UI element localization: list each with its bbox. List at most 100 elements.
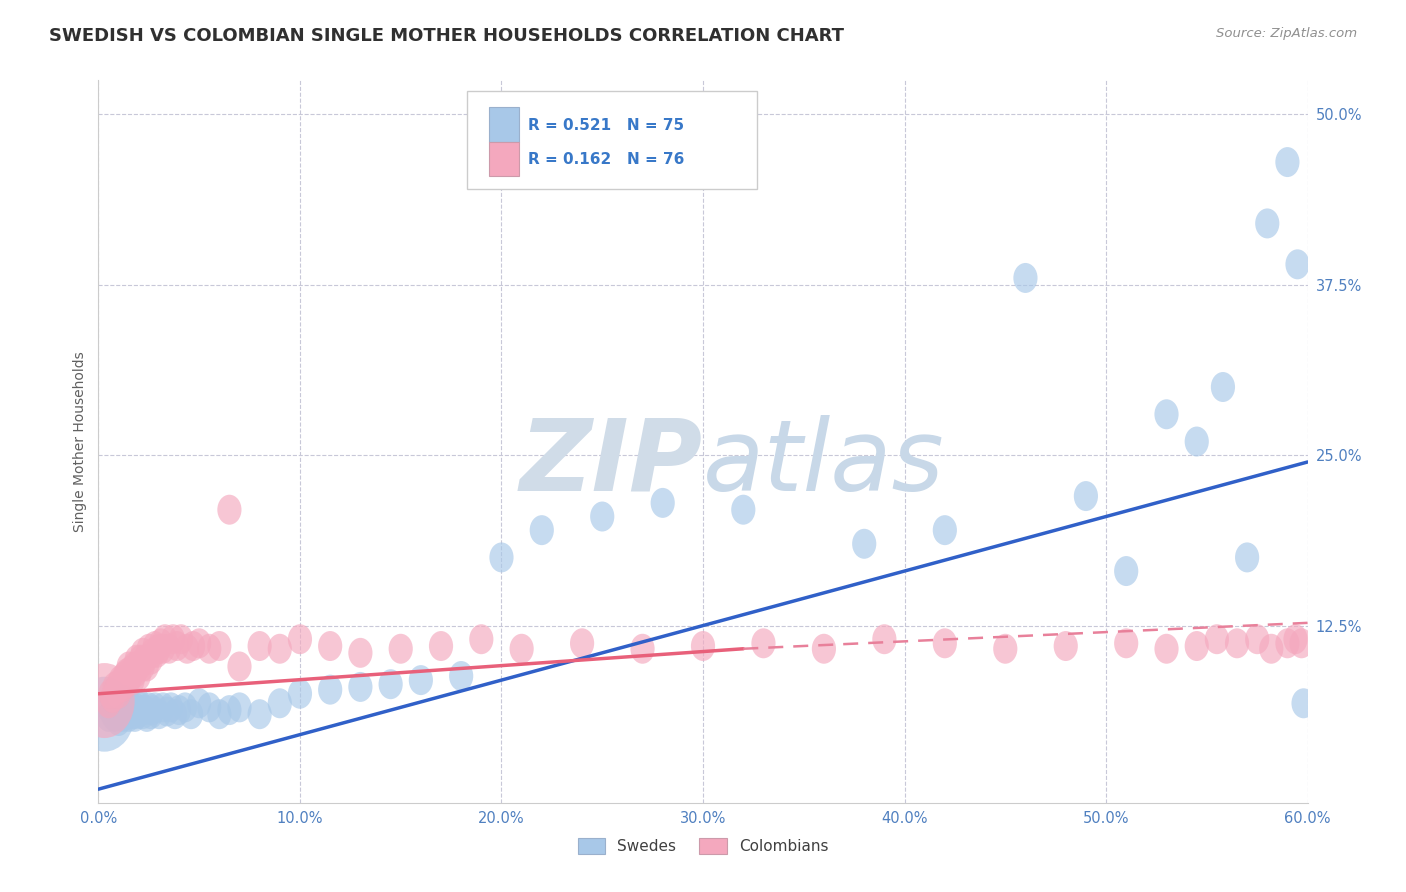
Ellipse shape — [97, 702, 121, 732]
Ellipse shape — [165, 631, 190, 661]
Ellipse shape — [132, 645, 157, 674]
Ellipse shape — [98, 679, 122, 709]
Ellipse shape — [122, 702, 146, 732]
Ellipse shape — [103, 672, 127, 702]
Ellipse shape — [159, 692, 183, 723]
Ellipse shape — [111, 699, 135, 729]
Ellipse shape — [1014, 263, 1038, 293]
Ellipse shape — [187, 628, 211, 658]
Ellipse shape — [146, 633, 172, 664]
Ellipse shape — [75, 663, 135, 738]
Ellipse shape — [125, 645, 149, 674]
Ellipse shape — [530, 516, 554, 545]
Ellipse shape — [1275, 628, 1299, 658]
Ellipse shape — [197, 633, 221, 664]
Ellipse shape — [1211, 372, 1234, 402]
Ellipse shape — [121, 699, 145, 729]
Ellipse shape — [131, 651, 155, 681]
Ellipse shape — [141, 695, 165, 725]
Ellipse shape — [228, 651, 252, 681]
Ellipse shape — [143, 692, 167, 723]
Ellipse shape — [127, 661, 150, 691]
Ellipse shape — [218, 695, 242, 725]
Ellipse shape — [107, 706, 131, 736]
Ellipse shape — [690, 631, 716, 661]
Ellipse shape — [1256, 209, 1279, 238]
Ellipse shape — [141, 638, 165, 668]
Ellipse shape — [112, 695, 136, 725]
Ellipse shape — [811, 633, 837, 664]
Ellipse shape — [114, 658, 139, 689]
Ellipse shape — [932, 628, 957, 658]
Ellipse shape — [207, 699, 232, 729]
Ellipse shape — [1114, 556, 1139, 586]
Ellipse shape — [1185, 426, 1209, 457]
Ellipse shape — [349, 672, 373, 702]
Ellipse shape — [1074, 481, 1098, 511]
Ellipse shape — [118, 661, 143, 691]
Ellipse shape — [112, 686, 136, 715]
Ellipse shape — [100, 683, 125, 713]
Ellipse shape — [1154, 633, 1178, 664]
Ellipse shape — [127, 697, 150, 726]
Ellipse shape — [1205, 624, 1229, 654]
Text: R = 0.521   N = 75: R = 0.521 N = 75 — [527, 118, 683, 133]
Ellipse shape — [114, 699, 139, 729]
Ellipse shape — [112, 661, 136, 691]
Ellipse shape — [97, 692, 121, 723]
Ellipse shape — [1154, 400, 1178, 429]
Ellipse shape — [179, 699, 204, 729]
Ellipse shape — [108, 692, 132, 723]
Ellipse shape — [100, 699, 125, 729]
Ellipse shape — [117, 651, 141, 681]
Ellipse shape — [318, 674, 342, 705]
Ellipse shape — [112, 669, 136, 699]
Ellipse shape — [1225, 628, 1249, 658]
Ellipse shape — [651, 488, 675, 518]
Ellipse shape — [288, 624, 312, 654]
Y-axis label: Single Mother Households: Single Mother Households — [73, 351, 87, 532]
Ellipse shape — [173, 692, 197, 723]
Ellipse shape — [731, 495, 755, 524]
Ellipse shape — [145, 638, 169, 668]
Ellipse shape — [139, 645, 163, 674]
FancyBboxPatch shape — [489, 142, 519, 177]
Ellipse shape — [1185, 631, 1209, 661]
Ellipse shape — [169, 624, 193, 654]
Ellipse shape — [107, 689, 131, 718]
Ellipse shape — [117, 702, 141, 732]
Ellipse shape — [136, 633, 160, 664]
Ellipse shape — [247, 699, 271, 729]
Ellipse shape — [75, 677, 135, 752]
Ellipse shape — [143, 631, 167, 661]
Ellipse shape — [751, 628, 776, 658]
Ellipse shape — [132, 695, 157, 725]
Ellipse shape — [160, 624, 186, 654]
Ellipse shape — [388, 633, 413, 664]
Ellipse shape — [163, 699, 187, 729]
Ellipse shape — [1289, 628, 1313, 658]
Ellipse shape — [1114, 628, 1139, 658]
Text: SWEDISH VS COLOMBIAN SINGLE MOTHER HOUSEHOLDS CORRELATION CHART: SWEDISH VS COLOMBIAN SINGLE MOTHER HOUSE… — [49, 27, 844, 45]
Ellipse shape — [155, 697, 179, 726]
Ellipse shape — [429, 631, 453, 661]
Ellipse shape — [157, 633, 181, 664]
Ellipse shape — [349, 638, 373, 668]
Ellipse shape — [207, 631, 232, 661]
Ellipse shape — [139, 699, 163, 729]
Text: atlas: atlas — [703, 415, 945, 512]
Ellipse shape — [932, 516, 957, 545]
Ellipse shape — [104, 697, 129, 726]
Ellipse shape — [409, 665, 433, 695]
Ellipse shape — [135, 702, 159, 732]
Legend: Swedes, Colombians: Swedes, Colombians — [571, 832, 835, 860]
Ellipse shape — [111, 672, 135, 702]
Ellipse shape — [129, 645, 153, 674]
Ellipse shape — [569, 628, 595, 658]
Ellipse shape — [1285, 250, 1309, 279]
Ellipse shape — [118, 692, 143, 723]
Ellipse shape — [1275, 147, 1299, 178]
Ellipse shape — [174, 633, 200, 664]
Ellipse shape — [267, 633, 292, 664]
Ellipse shape — [131, 638, 155, 668]
